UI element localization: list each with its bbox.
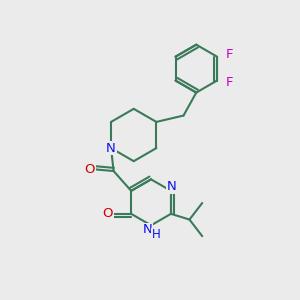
Text: O: O bbox=[84, 163, 95, 176]
Text: O: O bbox=[103, 207, 113, 220]
Text: N: N bbox=[143, 223, 153, 236]
Text: N: N bbox=[167, 180, 177, 193]
Text: F: F bbox=[226, 76, 233, 89]
Text: N: N bbox=[106, 142, 116, 154]
Text: H: H bbox=[152, 228, 161, 242]
Text: F: F bbox=[226, 48, 233, 61]
